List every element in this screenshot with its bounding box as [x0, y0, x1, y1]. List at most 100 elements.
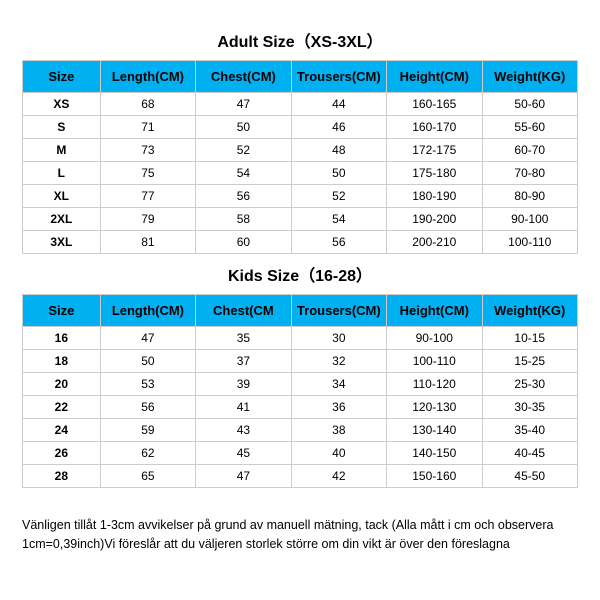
- cell: 54: [291, 208, 386, 231]
- cell: 50-60: [482, 93, 578, 116]
- cell: 50: [196, 116, 291, 139]
- col-height: Height(CM): [387, 295, 482, 327]
- table-row: 20533934110-12025-30: [23, 373, 578, 396]
- table-row: XS684744160-16550-60: [23, 93, 578, 116]
- cell: 30-35: [482, 396, 578, 419]
- cell: 35: [196, 327, 291, 350]
- cell: 42: [291, 465, 386, 488]
- cell: 90-100: [387, 327, 482, 350]
- table-row: 3XL816056200-210100-110: [23, 231, 578, 254]
- cell: 47: [196, 93, 291, 116]
- cell: 75: [100, 162, 195, 185]
- cell: 35-40: [482, 419, 578, 442]
- table-row: 28654742150-16045-50: [23, 465, 578, 488]
- cell: 20: [23, 373, 101, 396]
- cell: 150-160: [387, 465, 482, 488]
- cell: 32: [291, 350, 386, 373]
- cell: 37: [196, 350, 291, 373]
- cell: 52: [196, 139, 291, 162]
- kids-table-head: Size Length(CM) Chest(CM Trousers(CM) He…: [23, 295, 578, 327]
- cell: 62: [100, 442, 195, 465]
- kids-title: Kids Size（16-28）: [22, 254, 578, 294]
- cell: 130-140: [387, 419, 482, 442]
- table-row: 1647353090-10010-15: [23, 327, 578, 350]
- cell: 56: [196, 185, 291, 208]
- cell: 59: [100, 419, 195, 442]
- col-height: Height(CM): [387, 61, 482, 93]
- cell: 26: [23, 442, 101, 465]
- cell: 41: [196, 396, 291, 419]
- cell: 52: [291, 185, 386, 208]
- cell: 68: [100, 93, 195, 116]
- cell: L: [23, 162, 101, 185]
- cell: 40: [291, 442, 386, 465]
- col-weight: Weight(KG): [482, 295, 578, 327]
- cell: 47: [196, 465, 291, 488]
- table-row: 24594338130-14035-40: [23, 419, 578, 442]
- cell: 10-15: [482, 327, 578, 350]
- table-row: S715046160-17055-60: [23, 116, 578, 139]
- table-row: L755450175-18070-80: [23, 162, 578, 185]
- kids-header-row: Size Length(CM) Chest(CM Trousers(CM) He…: [23, 295, 578, 327]
- cell: 22: [23, 396, 101, 419]
- cell: M: [23, 139, 101, 162]
- cell: 200-210: [387, 231, 482, 254]
- cell: 54: [196, 162, 291, 185]
- cell: 77: [100, 185, 195, 208]
- cell: XS: [23, 93, 101, 116]
- cell: 160-170: [387, 116, 482, 139]
- cell: 73: [100, 139, 195, 162]
- cell: S: [23, 116, 101, 139]
- col-trousers: Trousers(CM): [291, 295, 386, 327]
- cell: 40-45: [482, 442, 578, 465]
- cell: 38: [291, 419, 386, 442]
- table-row: XL775652180-19080-90: [23, 185, 578, 208]
- cell: 100-110: [482, 231, 578, 254]
- cell: 190-200: [387, 208, 482, 231]
- cell: 39: [196, 373, 291, 396]
- table-row: 22564136120-13030-35: [23, 396, 578, 419]
- cell: 140-150: [387, 442, 482, 465]
- cell: 15-25: [482, 350, 578, 373]
- cell: 43: [196, 419, 291, 442]
- cell: 45-50: [482, 465, 578, 488]
- cell: 120-130: [387, 396, 482, 419]
- cell: 70-80: [482, 162, 578, 185]
- cell: 58: [196, 208, 291, 231]
- cell: 50: [291, 162, 386, 185]
- col-length: Length(CM): [100, 295, 195, 327]
- cell: XL: [23, 185, 101, 208]
- cell: 160-165: [387, 93, 482, 116]
- cell: 46: [291, 116, 386, 139]
- cell: 47: [100, 327, 195, 350]
- cell: 175-180: [387, 162, 482, 185]
- cell: 180-190: [387, 185, 482, 208]
- cell: 56: [291, 231, 386, 254]
- cell: 81: [100, 231, 195, 254]
- cell: 2XL: [23, 208, 101, 231]
- cell: 30: [291, 327, 386, 350]
- cell: 25-30: [482, 373, 578, 396]
- col-trousers: Trousers(CM): [291, 61, 386, 93]
- col-size: Size: [23, 61, 101, 93]
- cell: 18: [23, 350, 101, 373]
- col-size: Size: [23, 295, 101, 327]
- cell: 80-90: [482, 185, 578, 208]
- kids-table-body: 1647353090-10010-1518503732100-11015-252…: [23, 327, 578, 488]
- table-row: 2XL795854190-20090-100: [23, 208, 578, 231]
- adult-title: Adult Size（XS-3XL）: [22, 20, 578, 60]
- cell: 3XL: [23, 231, 101, 254]
- cell: 65: [100, 465, 195, 488]
- cell: 28: [23, 465, 101, 488]
- cell: 56: [100, 396, 195, 419]
- cell: 50: [100, 350, 195, 373]
- col-chest: Chest(CM): [196, 61, 291, 93]
- cell: 44: [291, 93, 386, 116]
- cell: 45: [196, 442, 291, 465]
- cell: 79: [100, 208, 195, 231]
- cell: 110-120: [387, 373, 482, 396]
- cell: 55-60: [482, 116, 578, 139]
- cell: 60: [196, 231, 291, 254]
- table-row: 26624540140-15040-45: [23, 442, 578, 465]
- cell: 100-110: [387, 350, 482, 373]
